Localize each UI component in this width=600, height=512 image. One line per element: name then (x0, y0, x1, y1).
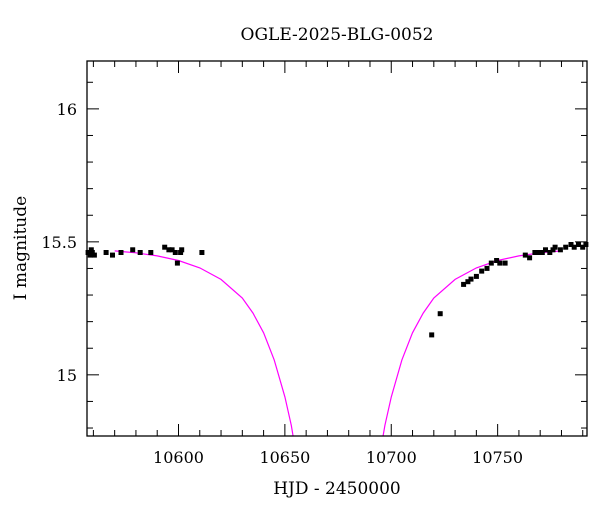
data-point (110, 252, 115, 258)
data-point (557, 247, 563, 253)
data-point (162, 244, 168, 250)
plot-area (85, 60, 589, 444)
x-tick-label: 10600 (153, 448, 204, 467)
data-point (166, 247, 172, 253)
data-point (484, 265, 490, 271)
data-point (502, 260, 508, 266)
data-point (536, 250, 542, 255)
data-point (437, 311, 443, 317)
data-point (87, 252, 93, 258)
data-point (130, 247, 136, 253)
data-point (88, 247, 94, 253)
data-points-layer (85, 242, 589, 338)
data-point (532, 250, 538, 255)
data-point (169, 247, 175, 253)
data-point (85, 250, 91, 255)
x-axis-label: HJD - 2450000 (273, 479, 401, 499)
data-point (91, 252, 97, 258)
data-point (172, 250, 178, 255)
data-point (461, 281, 467, 287)
data-point (137, 250, 143, 255)
data-point (89, 250, 95, 255)
y-tick-label: 15.5 (41, 233, 77, 252)
data-point (522, 252, 528, 258)
data-point (103, 250, 109, 255)
data-point (547, 250, 553, 255)
y-tick-label: 16 (57, 100, 77, 119)
data-point (494, 258, 500, 263)
data-point (550, 247, 556, 253)
data-point (465, 279, 471, 285)
data-point (583, 242, 589, 247)
y-tick-label: 15 (57, 366, 77, 385)
data-point (539, 250, 545, 255)
data-point (568, 242, 574, 247)
x-tick-label: 10650 (259, 448, 310, 467)
data-point (179, 247, 185, 253)
data-point (429, 332, 435, 338)
data-point (488, 260, 494, 266)
data-point (527, 255, 533, 261)
data-point (563, 244, 569, 250)
data-point (148, 250, 154, 255)
data-point (571, 244, 577, 250)
model-curve (115, 250, 587, 444)
data-point (576, 242, 581, 247)
data-point (479, 268, 485, 274)
y-tick-labels: 15 15.5 16 (41, 100, 77, 385)
y-axis-label: I magnitude (11, 196, 31, 300)
data-point (118, 250, 124, 255)
data-point (543, 247, 548, 253)
data-point (174, 260, 180, 266)
axis-ticks (87, 61, 587, 436)
model-layer (115, 250, 587, 444)
data-point (473, 273, 479, 279)
x-tick-label: 10700 (366, 448, 417, 467)
plot-frame (86, 60, 588, 437)
x-tick-label: 10750 (472, 448, 523, 467)
data-point (468, 276, 474, 282)
data-point (178, 250, 184, 255)
data-point (552, 244, 558, 250)
chart-title: OGLE-2025-BLG-0052 (241, 25, 434, 45)
x-tick-labels: 10600 10650 10700 10750 (153, 448, 523, 467)
data-point (199, 250, 205, 255)
data-point (497, 260, 503, 266)
data-point (580, 244, 586, 250)
